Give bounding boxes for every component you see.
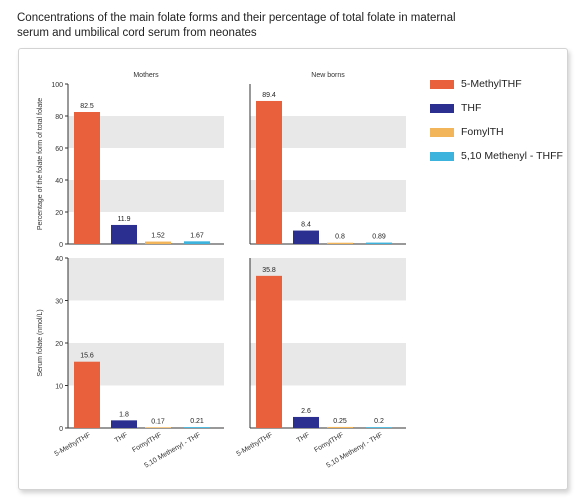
y-tick-label: 0: [59, 242, 63, 249]
legend-swatch-5-methylthf: [430, 79, 454, 89]
legend-label: 5-MethylTHF: [461, 78, 522, 90]
panel-title: New borns: [311, 72, 345, 79]
bar-5-methylthf: [74, 112, 100, 244]
y-axis-label: Serum folate (nmol/L): [37, 309, 44, 376]
data-label: 1.67: [190, 232, 204, 239]
bar-thf: [111, 224, 137, 244]
legend-swatch-fomylth: [430, 127, 454, 137]
legend-item: FomylTH: [430, 120, 563, 144]
gridline-band: [68, 258, 224, 301]
y-tick-label: 40: [55, 256, 63, 263]
data-label: 0.25: [333, 418, 347, 425]
data-label: 8.4: [301, 222, 311, 229]
y-tick-label: 60: [55, 146, 63, 153]
bar-5-10-methenyl-thf: [184, 241, 210, 244]
legend-label: FomylTH: [461, 126, 504, 138]
data-label: 0.17: [151, 418, 165, 425]
bar-5-10-methenyl-thf: [366, 242, 392, 244]
bar-fomylthf: [327, 426, 353, 428]
data-label: 1.8: [119, 411, 129, 418]
data-label: 11.9: [117, 216, 130, 223]
legend-item: 5-MethylTHF: [430, 72, 563, 96]
bar-5-10-methenyl-thf: [366, 427, 392, 428]
y-tick-label: 80: [55, 114, 63, 121]
bar-fomylthf: [327, 242, 353, 244]
y-tick-label: 0: [59, 426, 63, 433]
legend-item: THF: [430, 96, 563, 120]
legend-label: 5,10 Methenyl - THFF: [461, 150, 563, 162]
legend-item: 5,10 Methenyl - THFF: [430, 144, 563, 168]
data-label: 35.8: [262, 267, 276, 274]
data-label: 0.89: [372, 234, 386, 241]
bar-5-10-methenyl-thf: [184, 427, 210, 428]
data-label: 1.52: [151, 233, 165, 240]
bar-thf: [293, 416, 319, 428]
x-tick-label: 5-MethylTHF: [53, 432, 92, 458]
legend-swatch-thf: [430, 103, 454, 113]
page-title: Concentrations of the main folate forms …: [17, 12, 456, 39]
y-tick-label: 100: [51, 82, 63, 89]
y-tick-label: 20: [55, 341, 63, 348]
x-tick-label: THF: [296, 432, 311, 445]
x-tick-label: 5-MethylTHF: [235, 432, 274, 458]
y-tick-label: 10: [55, 384, 63, 391]
data-label: 2.6: [301, 408, 311, 415]
bar-thf: [111, 420, 137, 428]
legend-label: THF: [461, 102, 482, 114]
data-label: 0.8: [335, 234, 345, 241]
data-label: 82.5: [80, 103, 94, 110]
bar-5-methylthf: [256, 275, 282, 428]
data-label: 89.4: [262, 92, 276, 99]
x-tick-label: THF: [114, 432, 129, 445]
y-tick-label: 40: [55, 178, 63, 185]
panel-title: Mothers: [133, 72, 159, 79]
bar-fomylthf: [145, 241, 171, 244]
bar-5-methylthf: [74, 361, 100, 428]
bar-fomylthf: [145, 427, 171, 428]
y-tick-label: 30: [55, 299, 63, 306]
bar-thf: [293, 230, 319, 244]
data-label: 0.21: [190, 418, 204, 425]
data-label: 15.6: [80, 353, 94, 360]
data-label: 0.2: [374, 418, 384, 425]
bar-5-methylthf: [256, 100, 282, 245]
x-tick-label: FomylTHF: [313, 432, 345, 454]
legend-swatch-methenyl-thff: [430, 151, 454, 161]
y-tick-label: 20: [55, 210, 63, 217]
x-tick-label: FomylTHF: [131, 432, 163, 454]
y-axis-label: Percentage of the folate form of total f…: [37, 98, 44, 230]
legend: 5-MethylTHF THF FomylTH 5,10 Methenyl - …: [430, 72, 563, 168]
